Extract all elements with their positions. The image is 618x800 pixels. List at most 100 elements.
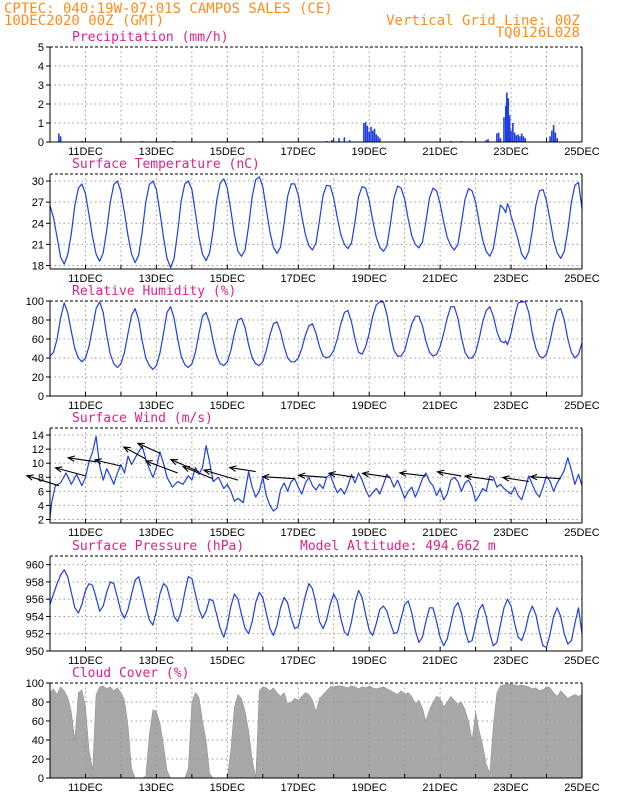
humidity-panel: Relative Humidity (%) 0 20 40 60 80 100 11DEC 1… — [26, 284, 600, 412]
x-tick-label: 15DEC — [210, 273, 246, 285]
y-tick-label: 0 — [38, 773, 44, 785]
cloud-title: Cloud Cover (%) — [72, 666, 189, 681]
y-tick-label: 958 — [26, 577, 44, 589]
y-tick-label: 40 — [32, 735, 44, 747]
precip-bar — [363, 123, 365, 142]
x-tick-label: 13DEC — [139, 782, 175, 794]
x-tick-label: 19DEC — [351, 146, 387, 158]
precip-bar — [551, 130, 553, 142]
x-tick-label: 17DEC — [281, 146, 317, 158]
y-tick-label: 952 — [26, 629, 44, 641]
wind-arrow — [136, 442, 161, 454]
wind-arrow — [66, 455, 97, 463]
x-tick-label: 17DEC — [281, 400, 317, 412]
cloud-cover-area — [49, 683, 583, 779]
x-tick-label: 21DEC — [422, 146, 458, 158]
precip-bar — [556, 138, 558, 142]
x-tick-label: 17DEC — [281, 655, 317, 667]
y-tick-label: 4 — [38, 500, 44, 512]
x-tick-label: 21DEC — [422, 782, 458, 794]
precip-bar — [368, 131, 370, 142]
x-tick-label: 11DEC — [68, 146, 103, 158]
precip-bar — [510, 130, 512, 142]
precip-bar — [375, 134, 378, 142]
precip-bar — [497, 132, 500, 142]
x-tick-label: 17DEC — [281, 527, 317, 539]
y-tick-label: 80 — [32, 697, 44, 709]
x-tick-label: 15DEC — [210, 146, 246, 158]
x-tick-label: 23DEC — [493, 655, 529, 667]
y-tick-label: 20 — [32, 754, 44, 766]
y-tick-label: 950 — [26, 646, 44, 658]
x-tick-label: 11DEC — [68, 655, 103, 667]
y-tick-label: 60 — [32, 716, 44, 728]
precip-bar — [403, 140, 406, 142]
grid-note: Vertical Grid Line: 00Z — [386, 13, 580, 29]
x-tick-label: 17DEC — [281, 273, 317, 285]
y-tick-label: 954 — [26, 611, 44, 623]
x-tick-label: 13DEC — [139, 273, 175, 285]
precip-bar — [379, 138, 381, 142]
x-tick-label: 13DEC — [139, 527, 175, 539]
x-tick-label: 25DEC — [564, 400, 600, 412]
precipitation-title: Precipitation (mm/h) — [72, 30, 229, 45]
x-tick-label: 19DEC — [351, 655, 387, 667]
precip-bar — [512, 123, 514, 142]
x-tick-label: 25DEC — [564, 782, 600, 794]
wind-title: Surface Wind (m/s) — [72, 411, 213, 426]
wind-arrow — [122, 446, 147, 460]
y-tick-label: 1 — [38, 118, 44, 130]
precip-bar — [338, 138, 340, 142]
y-tick-label: 18 — [32, 260, 44, 272]
x-tick-label: 13DEC — [139, 655, 175, 667]
precip-bar — [499, 138, 502, 142]
precip-bar — [517, 134, 519, 142]
y-tick-label: 100 — [26, 296, 44, 308]
wind-arrow — [93, 458, 122, 467]
precip-bar — [503, 117, 505, 142]
x-tick-label: 19DEC — [351, 273, 387, 285]
x-tick-label: 11DEC — [68, 273, 103, 285]
cloud-panel: Cloud Cover (%) 0 20 40 60 80 100 11DEC 13DEC 15… — [26, 666, 600, 794]
x-tick-label: 23DEC — [493, 400, 529, 412]
x-tick-label: 11DEC — [68, 782, 103, 794]
y-tick-label: 4 — [38, 61, 44, 73]
y-tick-label: 2 — [38, 514, 44, 526]
precip-bar — [59, 136, 62, 142]
precipitation-panel: Precipitation (mm/h) 0 1 2 3 4 5 11DEC 13DEC 15D… — [38, 30, 600, 158]
y-tick-label: 8 — [38, 472, 44, 484]
precip-bar — [487, 139, 489, 142]
psfc-line — [49, 569, 583, 649]
precip-bar — [331, 140, 333, 142]
precip-bar — [343, 137, 346, 142]
precip-bar — [507, 98, 510, 142]
model-altitude: Model Altitude: 494.662 m — [300, 539, 496, 554]
y-tick-label: 60 — [32, 334, 44, 346]
x-tick-label: 21DEC — [422, 273, 458, 285]
y-tick-label: 3 — [38, 80, 44, 92]
x-tick-label: 17DEC — [281, 782, 317, 794]
wind-line — [49, 435, 583, 519]
x-tick-label: 13DEC — [139, 400, 175, 412]
precip-bar — [364, 122, 367, 142]
precip-bar — [504, 105, 507, 142]
precip-bar — [524, 138, 527, 142]
x-tick-label: 23DEC — [493, 273, 529, 285]
precip-bar — [549, 136, 551, 142]
station-header: CPTEC: 040:19W-07:01S CAMPOS SALES (CE) — [4, 1, 333, 17]
x-tick-label: 11DEC — [68, 527, 103, 539]
wind-arrow — [463, 473, 494, 481]
precip-bar — [515, 135, 518, 142]
precip-bar — [496, 133, 498, 142]
temperature-title: Surface Temperature (nC) — [72, 157, 260, 172]
pressure-title: Surface Pressure (hPa) — [72, 539, 244, 554]
wind-arrow — [297, 472, 327, 479]
wind-arrow — [169, 459, 200, 473]
temp-line — [49, 176, 583, 269]
precip-bar — [370, 126, 372, 142]
wind-arrow — [54, 466, 86, 477]
precip-bar — [58, 133, 60, 142]
y-tick-label: 0 — [38, 391, 44, 403]
precip-bar — [552, 124, 555, 142]
y-tick-label: 24 — [32, 218, 44, 230]
